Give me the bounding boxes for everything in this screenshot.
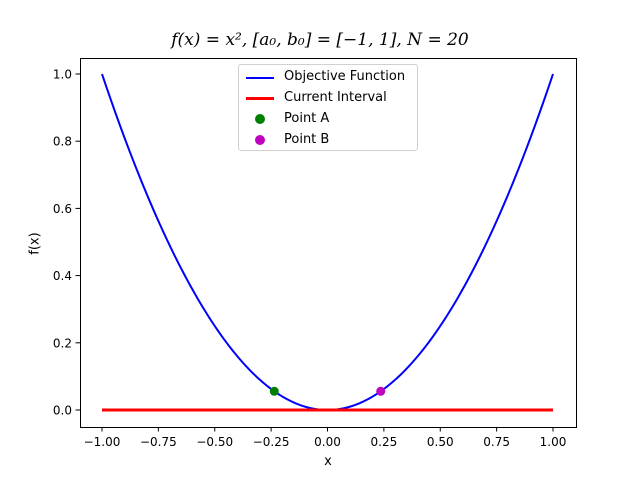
legend: Objective Function Current Interval Poin… <box>238 64 418 151</box>
x-axis-label: x <box>324 454 332 469</box>
x-tick-label: 0.25 <box>371 435 398 449</box>
x-tick-label: −0.75 <box>140 435 177 449</box>
y-tick-label: 1.0 <box>53 68 72 82</box>
axes-frame <box>80 58 577 428</box>
x-tick-label: 0.00 <box>314 435 341 449</box>
y-tick-label: 0.2 <box>53 336 72 350</box>
x-tick-label: 0.50 <box>427 435 454 449</box>
green-dot-icon <box>255 114 265 124</box>
chart-title: f(x) = x², [a₀, b₀] = [−1, 1], N = 20 <box>171 30 469 50</box>
legend-item-point-b: Point B <box>239 130 417 150</box>
blue-line-icon <box>246 77 274 79</box>
y-tick-label: 0.6 <box>53 202 72 216</box>
plot-area <box>101 73 554 412</box>
x-tick-label: −1.00 <box>84 435 121 449</box>
legend-item-objective-function: Objective Function <box>239 67 417 87</box>
legend-item-point-a: Point A <box>239 109 417 129</box>
point-a-marker <box>269 386 279 396</box>
legend-label: Point B <box>284 132 330 147</box>
y-tick-label: 0.4 <box>53 269 72 283</box>
y-tick-label: 0.8 <box>53 135 72 149</box>
x-tick-label: 0.75 <box>483 435 510 449</box>
y-axis-ticks: 0.0 0.2 0.4 0.6 0.8 1.0 <box>53 68 80 418</box>
legend-item-current-interval: Current Interval <box>239 88 417 108</box>
point-b-marker <box>376 386 386 396</box>
red-line-icon <box>246 97 274 100</box>
x-axis-ticks: −1.00 −0.75 −0.50 −0.25 0.00 0.25 0.50 0.75 1.00 <box>84 427 567 449</box>
y-axis-label: f(x) <box>27 232 43 255</box>
magenta-dot-icon <box>255 135 265 145</box>
legend-label: Objective Function <box>284 69 406 84</box>
y-tick-label: 0.0 <box>53 404 72 418</box>
legend-label: Point A <box>284 111 330 126</box>
x-tick-label: −0.50 <box>196 435 233 449</box>
legend-label: Current Interval <box>284 90 387 105</box>
x-tick-label: 1.00 <box>540 435 567 449</box>
x-tick-label: −0.25 <box>253 435 290 449</box>
